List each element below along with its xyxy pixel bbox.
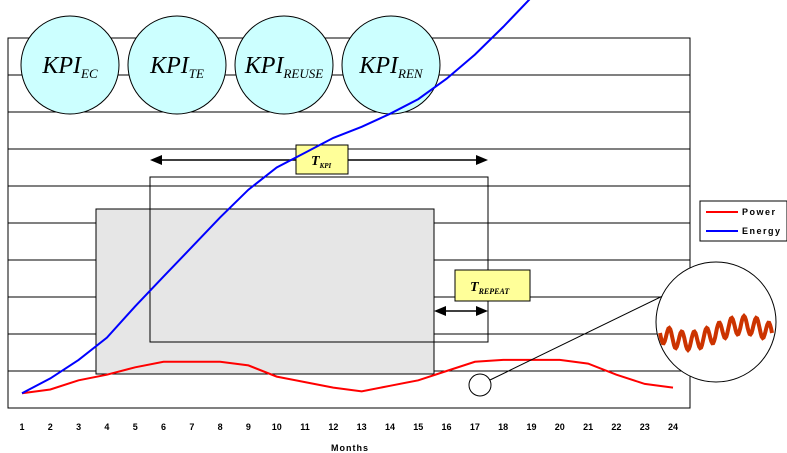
t-kpi-main: T <box>311 154 321 169</box>
kpi-circles: KPIEC KPITE KPIREUSE KPIREN <box>20 15 441 115</box>
x-tick-label: 24 <box>668 422 678 432</box>
x-tick-label: 10 <box>272 422 282 432</box>
series-group <box>21 0 674 395</box>
svg-text:KPIREN: KPIREN <box>358 53 424 81</box>
plot-area-border <box>7 37 691 409</box>
shaded-period-box <box>95 208 435 375</box>
x-tick-label: 12 <box>328 422 338 432</box>
x-tick-labels: 1 2 3 4 5 6 7 8 9 10 11 12 13 14 15 16 17 18 19 20 21 22 23 24 <box>19 422 678 432</box>
zoom-source-circle <box>468 373 492 397</box>
x-tick-label: 7 <box>189 422 194 432</box>
legend: Power Energy <box>699 200 787 242</box>
zoom-detail-circle <box>655 261 777 383</box>
kpi-circle-ec: KPIEC <box>20 15 120 115</box>
t-repeat-sub: REPEAT <box>478 287 511 296</box>
x-tick-label: 4 <box>104 422 109 432</box>
kpi-circle-ren: KPIREN <box>341 15 441 115</box>
legend-label-energy: Energy <box>742 226 782 236</box>
x-tick-label: 16 <box>442 422 452 432</box>
svg-text:KPIEC: KPIEC <box>41 53 98 81</box>
x-tick-label: 21 <box>583 422 593 432</box>
svg-text:KPITE: KPITE <box>149 53 204 81</box>
x-tick-label: 8 <box>218 422 223 432</box>
x-tick-label: 3 <box>76 422 81 432</box>
x-tick-label: 23 <box>640 422 650 432</box>
x-tick-label: 18 <box>498 422 508 432</box>
x-tick-label: 6 <box>161 422 166 432</box>
t-repeat-arrow <box>434 306 488 316</box>
series-line-energy <box>21 0 531 395</box>
x-tick-label: 13 <box>357 422 367 432</box>
x-tick-label: 19 <box>526 422 536 432</box>
series-line-power <box>21 358 674 395</box>
zoom-power-wave <box>658 313 774 353</box>
t-kpi-sub: KPI <box>319 162 332 170</box>
x-tick-label: 14 <box>385 422 395 432</box>
svg-text:TKPI: TKPI <box>311 154 332 170</box>
t-kpi-label: TKPI <box>295 144 349 175</box>
legend-box <box>699 200 787 242</box>
svg-text:KPIREUSE: KPIREUSE <box>244 53 323 81</box>
legend-label-power: Power <box>742 207 777 217</box>
t-repeat-main: T <box>470 280 480 295</box>
x-tick-label: 22 <box>611 422 621 432</box>
x-tick-label: 2 <box>48 422 53 432</box>
x-tick-label: 5 <box>133 422 138 432</box>
svg-text:TREPEAT: TREPEAT <box>470 280 510 296</box>
x-tick-label: 9 <box>246 422 251 432</box>
x-axis-label: Months <box>331 443 369 453</box>
zoom-connector <box>489 289 676 381</box>
x-tick-label: 17 <box>470 422 480 432</box>
x-tick-label: 11 <box>300 422 310 432</box>
kpi-period-box <box>149 176 489 343</box>
x-tick-label: 1 <box>19 422 24 432</box>
kpi-circle-reuse: KPIREUSE <box>234 15 334 115</box>
t-repeat-label: TREPEAT <box>454 269 531 302</box>
x-tick-label: 15 <box>413 422 423 432</box>
kpi-circle-te: KPITE <box>127 15 227 115</box>
x-tick-label: 20 <box>555 422 565 432</box>
